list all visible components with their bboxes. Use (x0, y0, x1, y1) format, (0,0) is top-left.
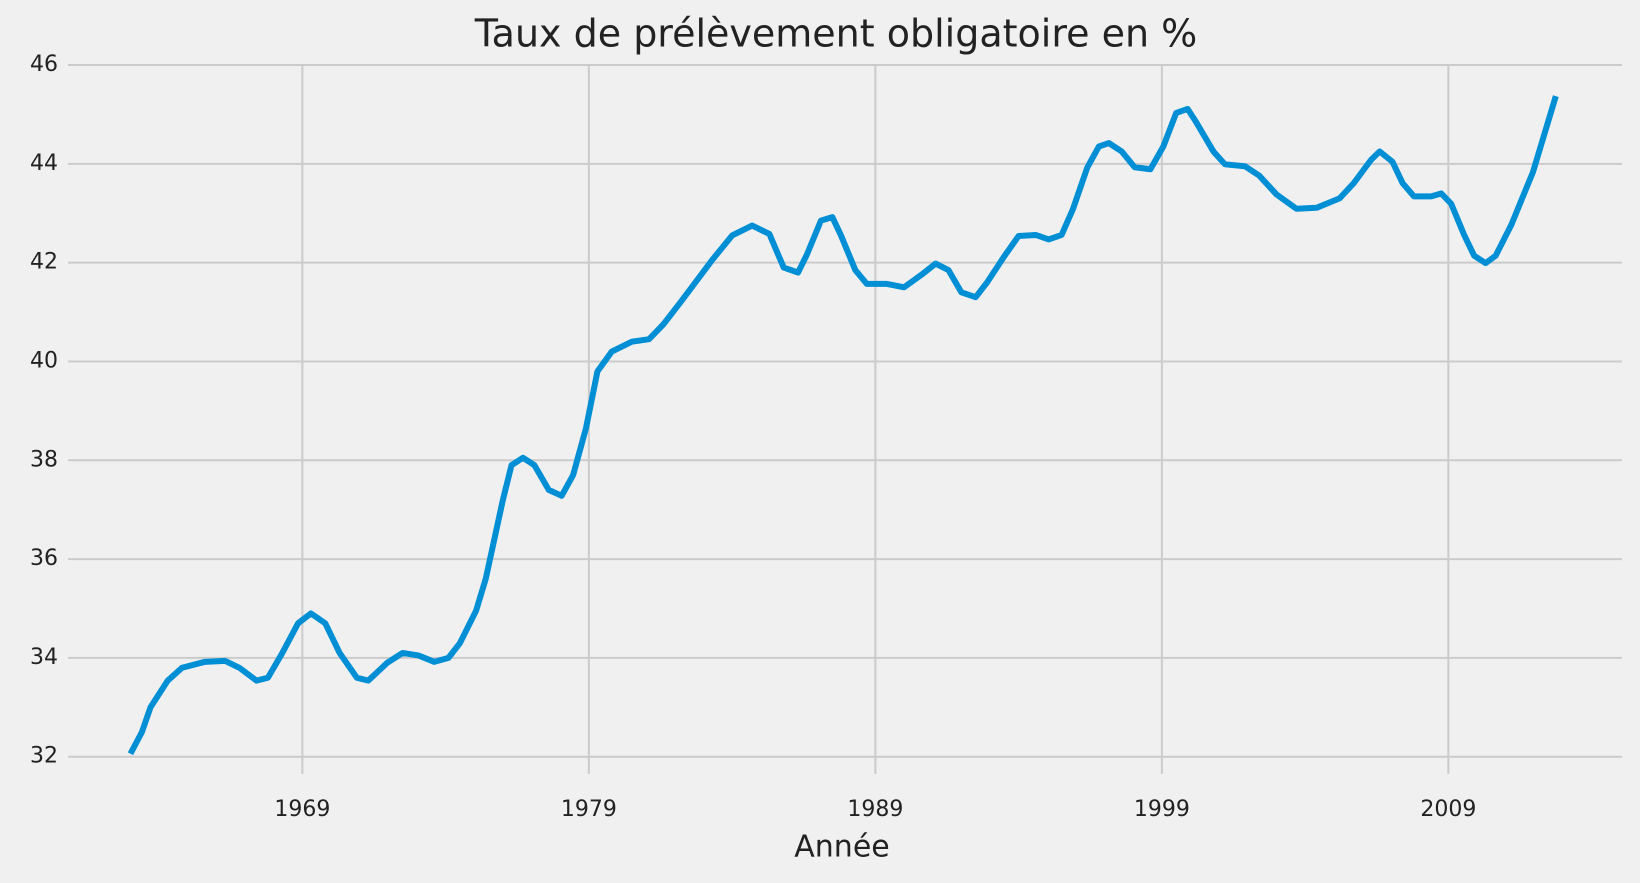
y-tick-label: 44 (30, 151, 58, 176)
x-tick-label: 1969 (274, 797, 330, 822)
y-tick-label: 36 (30, 546, 58, 571)
x-tick-label: 1989 (847, 797, 903, 822)
chart-title: Taux de prélèvement obligatoire en % (474, 12, 1197, 56)
y-tick-label: 40 (30, 348, 58, 373)
data-line (127, 95, 1559, 756)
x-tick-label: 1999 (1134, 797, 1190, 822)
y-tick-label: 32 (30, 744, 58, 769)
y-tick-label: 46 (30, 52, 58, 77)
y-tick-label: 42 (30, 250, 58, 275)
y-tick-label: 34 (30, 645, 58, 670)
x-tick-label: 1979 (561, 797, 617, 822)
x-tick-label: 2009 (1420, 797, 1476, 822)
y-tick-label: 38 (30, 447, 58, 472)
x-axis-label: Année (794, 830, 889, 865)
